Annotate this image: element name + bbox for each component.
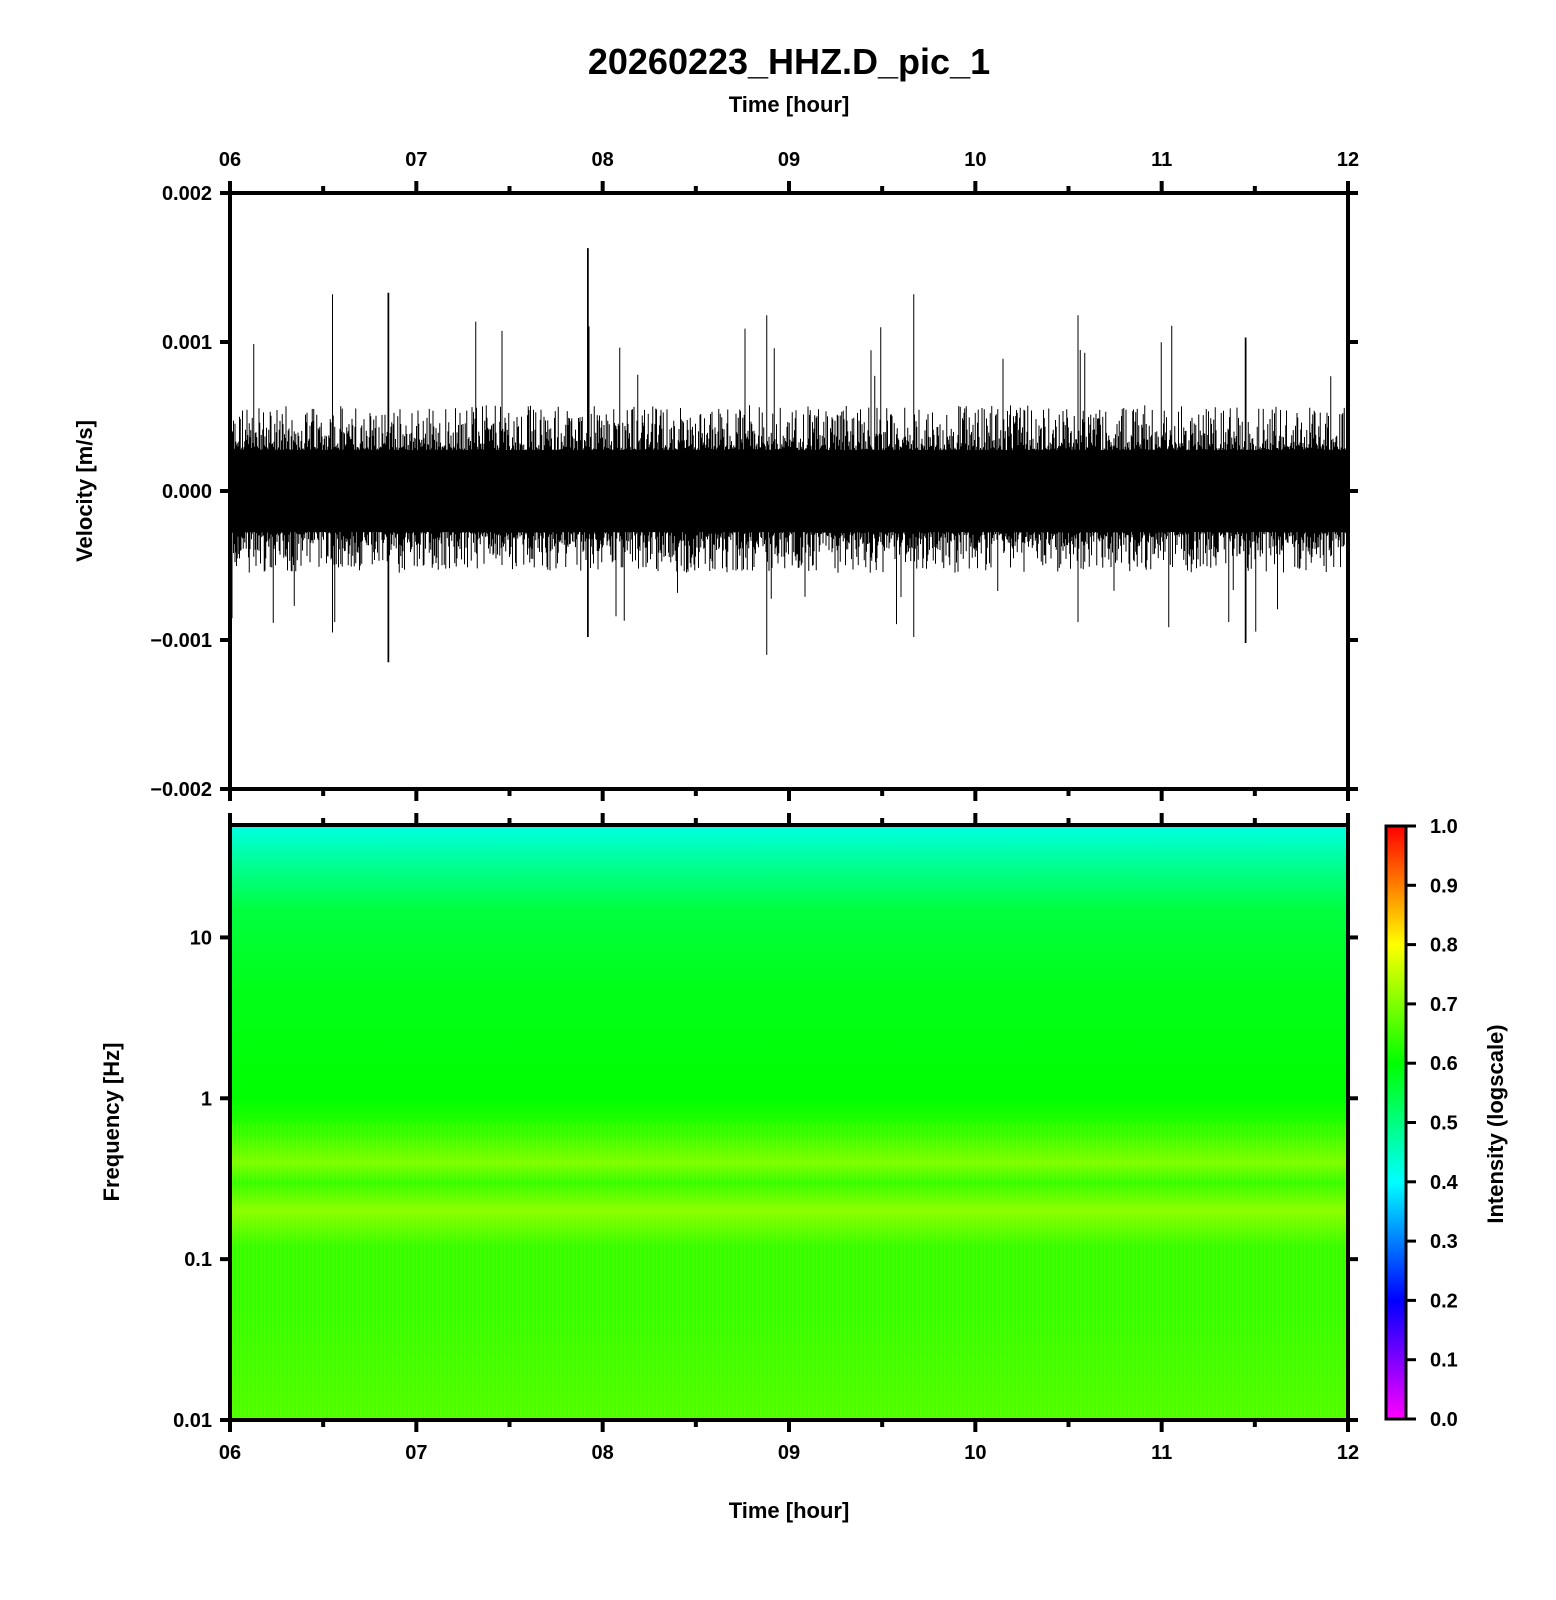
spectrogram-y-axis-label: Frequency [Hz] [99, 1043, 124, 1202]
y-tick-label: 0.000 [162, 481, 212, 503]
x-tick-label: 10 [964, 1442, 986, 1464]
freq-tick-label: 10 [190, 927, 212, 949]
colorbar-tick-label: 0.0 [1430, 1409, 1458, 1431]
waveform-y-ticks: 0.002 0.001 0.000 −0.001 −0.002 [150, 183, 1358, 801]
x-tick-label: 06 [219, 149, 241, 171]
x-tick-label: 08 [592, 149, 614, 171]
freq-tick-label: 0.1 [184, 1249, 212, 1271]
x-tick-label: 06 [219, 1442, 241, 1464]
waveform-top-x-ticks: 06 07 08 09 10 11 12 [219, 149, 1359, 801]
colorbar-tick-label: 1.0 [1430, 816, 1458, 838]
x-tick-label: 12 [1337, 1442, 1359, 1464]
colorbar-tick-label: 0.3 [1430, 1231, 1458, 1253]
x-tick-label: 12 [1337, 149, 1359, 171]
spectrogram-time-stripes [232, 1123, 1346, 1418]
freq-tick-label: 1 [201, 1088, 212, 1110]
colorbar-fill [1384, 824, 1408, 1421]
waveform-y-axis-label: Velocity [m/s] [72, 420, 97, 562]
colorbar-tick-label: 0.9 [1430, 875, 1458, 897]
x-tick-label: 10 [964, 149, 986, 171]
colorbar-ticks: 0.0 0.1 0.2 0.3 0.4 0.5 0.6 0.7 0.8 0.9 1.0 [1406, 816, 1459, 1431]
chart-title: 20260223_HHZ.D_pic_1 [588, 41, 990, 82]
x-tick-label: 07 [405, 149, 427, 171]
spectrogram-bottom-x-ticks: 06 07 08 09 10 11 12 [219, 1420, 1359, 1464]
spectrogram-top-x-ticks [228, 813, 1350, 825]
colorbar-tick-label: 0.4 [1430, 1172, 1459, 1194]
x-tick-label: 11 [1151, 1442, 1172, 1464]
x-tick-label: 11 [1151, 149, 1172, 171]
colorbar-tick-label: 0.2 [1430, 1290, 1458, 1312]
top-x-axis-label: Time [hour] [729, 92, 850, 117]
x-tick-label: 09 [778, 149, 800, 171]
colorbar-tick-label: 0.6 [1430, 1053, 1458, 1075]
y-tick-label: 0.001 [162, 332, 212, 354]
colorbar-tick-label: 0.1 [1430, 1350, 1458, 1372]
spectrogram-panel: 06 07 08 09 10 11 12 10 1 0.1 0.01 Frequency [Hz]… [99, 813, 1359, 1523]
colorbar: 0.0 0.1 0.2 0.3 0.4 0.5 0.6 0.7 0.8 0.9 1.0 Intens… [1384, 816, 1508, 1431]
freq-tick-label: 0.01 [173, 1410, 212, 1432]
bottom-x-axis-label: Time [hour] [729, 1498, 850, 1523]
waveform-trace [230, 248, 1348, 663]
x-tick-label: 09 [778, 1442, 800, 1464]
colorbar-tick-label: 0.5 [1430, 1113, 1458, 1135]
waveform-panel: 06 07 08 09 10 11 12 0.002 0.001 0.000 −0.001 −0.0… [72, 149, 1359, 801]
spectrogram-stripe-lines [232, 1123, 1346, 1418]
y-tick-label: −0.002 [150, 779, 212, 801]
colorbar-label: Intensity (logscale) [1483, 1024, 1508, 1223]
colorbar-tick-label: 0.7 [1430, 994, 1458, 1016]
waveform-core-band [230, 450, 1348, 532]
spectrogram-y-ticks: 10 1 0.1 0.01 [173, 927, 1358, 1432]
x-tick-label: 08 [592, 1442, 614, 1464]
colorbar-tick-label: 0.8 [1430, 935, 1458, 957]
y-tick-label: −0.001 [150, 630, 212, 652]
spectrogram-image [230, 825, 1348, 1420]
y-tick-label: 0.002 [162, 183, 212, 205]
x-tick-label: 07 [405, 1442, 427, 1464]
